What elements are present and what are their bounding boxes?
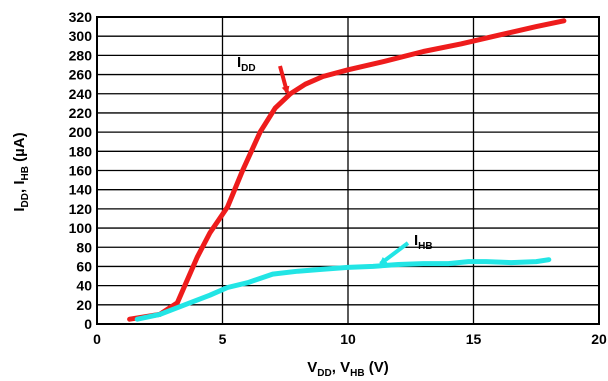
grid — [97, 17, 599, 324]
y-tick-label: 120 — [69, 201, 93, 217]
x-axis-title: VDD, VHB (V) — [307, 359, 388, 379]
annotation-label: IHB — [414, 232, 433, 252]
x-axis-title-unit: (V) — [365, 359, 389, 376]
annotation-label-sub: DD — [241, 63, 255, 74]
series-1 — [134, 257, 552, 322]
annotation-label-main: I — [237, 54, 241, 71]
y-axis-title-mid: , I — [11, 180, 28, 193]
series-layer — [127, 18, 567, 322]
y-tick-label: 80 — [76, 239, 92, 255]
y-tick-labels: 0 20 40 60 80 100 120 140 160 180 200 220 240 260 280 3… — [69, 9, 93, 332]
y-axis-title-main: I — [11, 207, 28, 211]
y-tick-label: 0 — [84, 316, 92, 332]
y-tick-label: 200 — [69, 124, 93, 140]
y-axis-title-sub2: HB — [20, 166, 31, 180]
x-axis-title-main: V — [307, 359, 317, 376]
annotation-arrow — [378, 241, 410, 266]
y-axis-title-unit: (µA) — [11, 132, 28, 166]
y-tick-label: 220 — [69, 105, 93, 121]
series-line — [127, 18, 567, 322]
x-axis-title-sub2: HB — [350, 368, 364, 379]
x-tick-label: 5 — [219, 331, 227, 347]
x-tick-label: 10 — [340, 331, 356, 347]
y-tick-label: 280 — [69, 47, 93, 63]
y-tick-label: 240 — [69, 86, 93, 102]
x-axis-title-sub1: DD — [317, 368, 331, 379]
y-tick-label: 260 — [69, 67, 93, 83]
y-tick-label: 180 — [69, 143, 93, 159]
y-tick-label: 60 — [76, 258, 92, 274]
annotation-arrow — [278, 65, 290, 95]
y-tick-label: 40 — [76, 278, 92, 294]
y-axis-title: IDD, IHB (µA) — [11, 132, 31, 211]
annotation-label-main: I — [414, 232, 418, 249]
annotation-label: IDD — [237, 54, 256, 74]
y-tick-label: 320 — [69, 9, 93, 25]
y-tick-label: 140 — [69, 182, 93, 198]
x-axis-title-mid: , V — [332, 359, 350, 376]
annotation-label-sub: HB — [418, 241, 432, 252]
y-tick-label: 300 — [69, 28, 93, 44]
y-tick-label: 100 — [69, 220, 93, 236]
x-tick-label: 20 — [591, 331, 607, 347]
x-tick-label: 0 — [93, 331, 101, 347]
x-tick-labels: 0 5 10 15 20 — [93, 331, 607, 347]
y-tick-label: 160 — [69, 163, 93, 179]
x-tick-label: 15 — [466, 331, 482, 347]
y-axis-title-sub1: DD — [20, 193, 31, 207]
series-line — [134, 257, 552, 322]
y-tick-label: 20 — [76, 297, 92, 313]
